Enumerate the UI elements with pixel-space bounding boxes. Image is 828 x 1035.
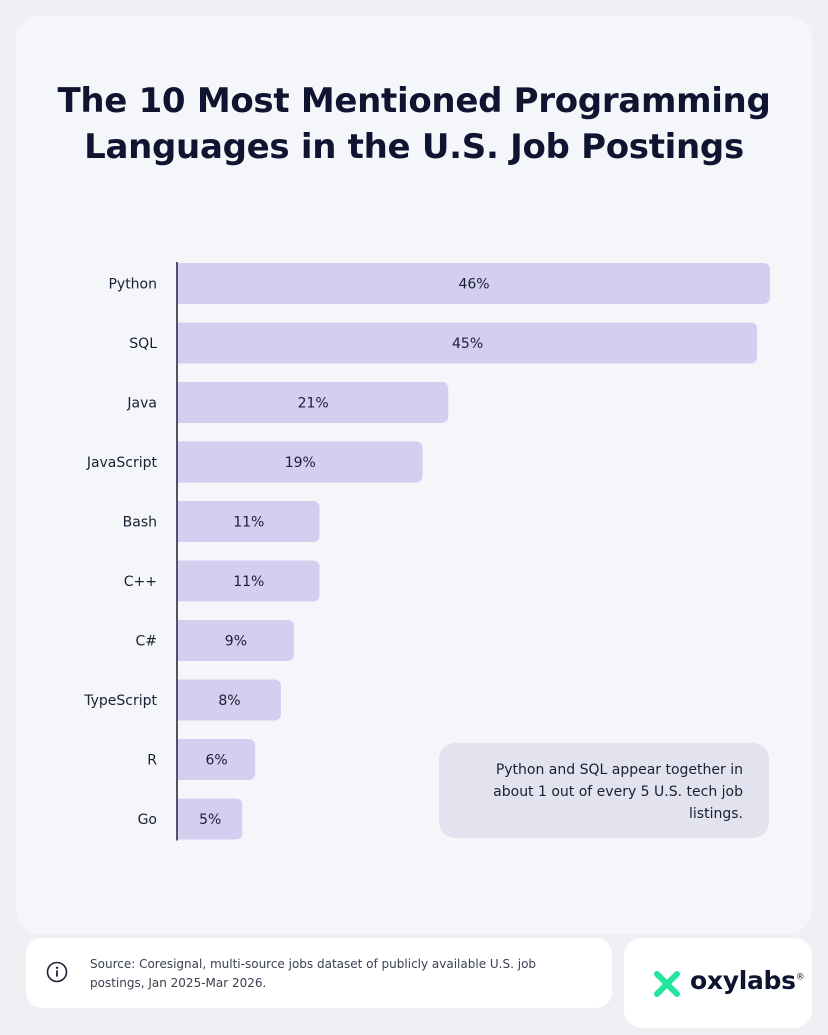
info-icon <box>46 961 68 983</box>
category-label: Bash <box>123 515 157 531</box>
bar-java <box>178 382 449 423</box>
bar-bash <box>178 501 320 542</box>
category-label: Python <box>108 277 157 293</box>
category-label: SQL <box>129 336 157 352</box>
value-label: 11% <box>233 515 264 531</box>
value-label: 5% <box>199 812 221 828</box>
category-label: R <box>147 753 157 769</box>
category-label: TypeScript <box>83 693 157 709</box>
bar-python <box>178 263 770 304</box>
logo-registered-mark: ® <box>795 972 805 983</box>
bar-c <box>178 620 294 661</box>
chart-title-line-1: The 10 Most Mentioned Programming <box>57 81 771 121</box>
category-label: JavaScript <box>86 455 158 471</box>
source-line-1: Source: Coresignal, multi-source jobs da… <box>90 957 537 971</box>
category-label: Java <box>126 396 157 412</box>
value-label: 6% <box>205 753 227 769</box>
value-label: 8% <box>218 693 240 709</box>
annotation-line-1: Python and SQL appear together in <box>495 762 743 778</box>
bar-c <box>178 560 320 602</box>
oxylabs-logo-text: oxylabs® <box>690 966 805 995</box>
oxylabs-logo-mark <box>654 971 680 997</box>
chart-title: The 10 Most Mentioned Programming Langua… <box>16 78 812 170</box>
annotation-box: Python and SQL appear together in about … <box>439 743 769 838</box>
chart-title-line-2: Languages in the U.S. Job Postings <box>84 127 744 167</box>
source-box: Source: Coresignal, multi-source jobs da… <box>26 938 612 1008</box>
logo-box[interactable]: oxylabs® <box>624 938 812 1028</box>
value-label: 46% <box>458 277 489 293</box>
value-label: 21% <box>298 396 329 412</box>
bar-r <box>178 739 256 780</box>
logo-name: oxylabs <box>690 966 796 995</box>
source-line-2: postings, Jan 2025-Mar 2026. <box>90 976 267 990</box>
source-text: Source: Coresignal, multi-source jobs da… <box>90 955 580 993</box>
annotation-text: Python and SQL appear together in about … <box>459 759 743 825</box>
annotation-line-2: about 1 out of every 5 U.S. tech job <box>493 784 743 800</box>
value-label: 45% <box>452 336 483 352</box>
bar-typescript <box>178 679 281 721</box>
bar-go <box>178 798 243 840</box>
category-label: Go <box>138 812 157 828</box>
category-label: C# <box>135 634 157 650</box>
annotation-line-3: listings. <box>689 806 743 822</box>
value-label: 11% <box>233 574 264 590</box>
value-label: 19% <box>285 455 316 471</box>
bar-javascript <box>178 441 423 483</box>
value-label: 9% <box>225 634 247 650</box>
category-label: C++ <box>124 574 157 590</box>
bar-sql <box>178 322 758 364</box>
